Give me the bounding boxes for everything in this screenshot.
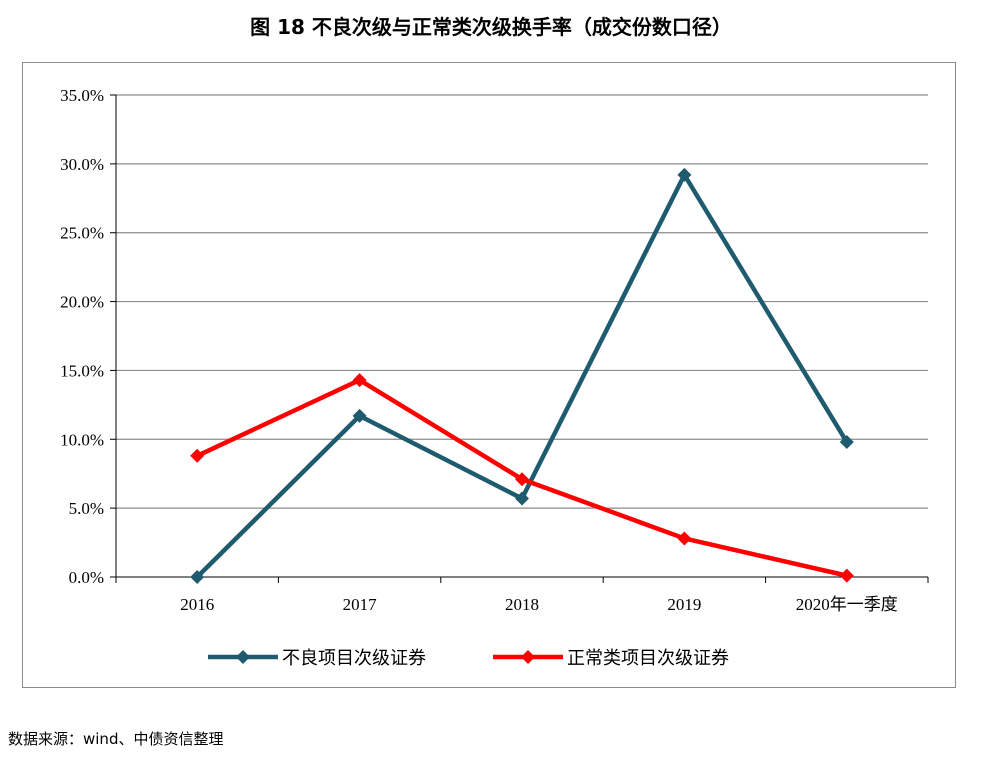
chart-frame: 0.0% 5.0% 10.0% 15.0% 20.0% 25.0% 30.0% 35.0% 20… [22, 62, 956, 688]
chart-title: 图 18 不良次级与正常类次级换手率（成交份数口径） [250, 15, 732, 39]
legend-label: 正常类项目次级证券 [567, 648, 729, 669]
x-tick-label: 2018 [505, 595, 539, 614]
data-point-series-1 [839, 435, 854, 450]
y-tick-label: 15.0% [60, 361, 104, 380]
x-tick-label: 2016 [180, 595, 214, 614]
y-tick-label: 5.0% [69, 499, 104, 518]
legend-swatch-marker [521, 650, 535, 664]
line-chart: 0.0% 5.0% 10.0% 15.0% 20.0% 25.0% 30.0% 35.0% 20… [60, 86, 929, 669]
data-point-series-2 [352, 373, 367, 388]
legend-label: 不良项目次级证券 [282, 648, 426, 669]
x-tick-label: 2017 [343, 595, 378, 614]
y-tick-label: 25.0% [60, 224, 104, 243]
data-point-series-2 [839, 568, 854, 583]
data-point-series-2 [190, 448, 205, 463]
x-tick-label: 2020年一季度 [796, 595, 898, 614]
x-tick-label: 2019 [667, 595, 701, 614]
legend-swatch-marker [236, 650, 250, 664]
y-tick-label: 10.0% [60, 430, 104, 449]
data-point-series-1 [352, 408, 367, 423]
data-point-series-2 [515, 472, 529, 487]
source-note: 数据来源：wind、中债资信整理 [8, 730, 224, 748]
y-tick-label: 0.0% [69, 568, 104, 587]
series-line-1 [195, 172, 849, 579]
data-point-series-1 [190, 570, 205, 584]
y-tick-label: 30.0% [60, 155, 104, 174]
data-point-series-1 [515, 491, 529, 506]
y-tick-label: 20.0% [60, 293, 104, 312]
y-tick-label: 35.0% [60, 86, 104, 105]
data-point-series-1 [677, 167, 692, 182]
data-point-series-2 [677, 531, 692, 546]
